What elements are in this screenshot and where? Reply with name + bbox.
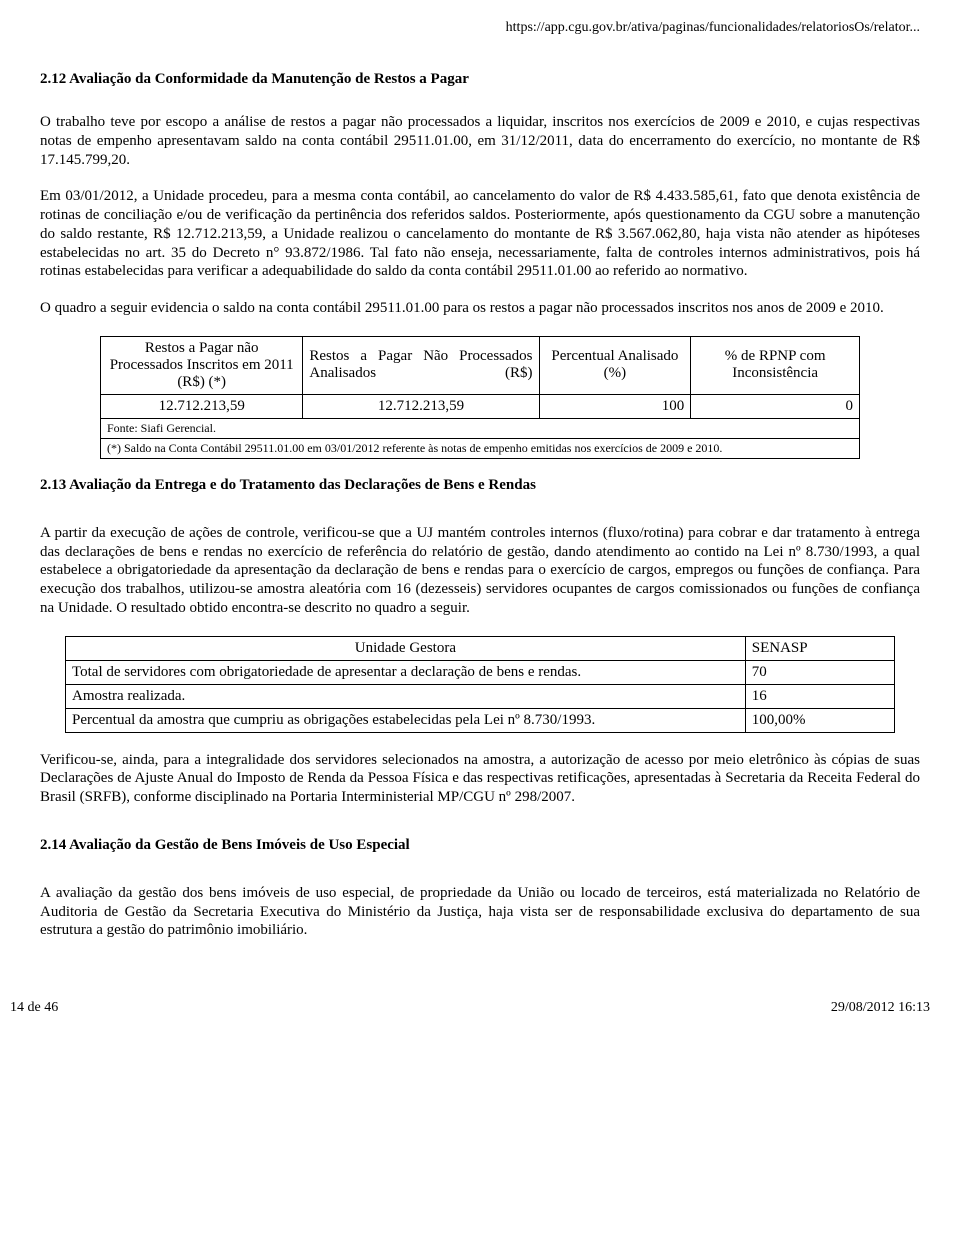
col-header-analisados: Restos a Pagar Não Processados Analisado…: [303, 336, 539, 394]
col-header-inconsistencia: % de RPNP com Inconsistência: [691, 336, 860, 394]
cell-percentual: 100: [539, 394, 691, 418]
table-row: Percentual da amostra que cumpriu as obr…: [66, 708, 895, 732]
col-header-percentual: Percentual Analisado (%): [539, 336, 691, 394]
section-2-12-title: 2.12 Avaliação da Conformidade da Manute…: [40, 71, 920, 88]
cell-senasp: SENASP: [745, 636, 894, 660]
cell-amostra-value: 16: [745, 684, 894, 708]
cell-percentual-cumpriu-label: Percentual da amostra que cumpriu as obr…: [66, 708, 746, 732]
cell-analisados: 12.712.213,59: [303, 394, 539, 418]
page-number: 14 de 46: [10, 1000, 58, 1016]
page-footer: 14 de 46 29/08/2012 16:13: [10, 1000, 930, 1016]
section-2-14-paragraph-1: A avaliação da gestão dos bens imóveis d…: [40, 884, 920, 940]
cell-percentual-cumpriu-value: 100,00%: [745, 708, 894, 732]
table-row: Amostra realizada. 16: [66, 684, 895, 708]
section-2-12-paragraph-2: Em 03/01/2012, a Unidade procedeu, para …: [40, 187, 920, 281]
restos-a-pagar-table: Restos a Pagar não Processados Inscritos…: [100, 336, 860, 459]
paragraph-verificou-se: Verificou-se, ainda, para a integralidad…: [40, 751, 920, 807]
cell-total-servidores-value: 70: [745, 660, 894, 684]
unidade-gestora-table: Unidade Gestora SENASP Total de servidor…: [65, 636, 895, 733]
page-timestamp: 29/08/2012 16:13: [831, 1000, 930, 1016]
table-data-row: 12.712.213,59 12.712.213,59 100 0: [101, 394, 860, 418]
section-2-14-title: 2.14 Avaliação da Gestão de Bens Imóveis…: [40, 837, 920, 854]
page-url-header: https://app.cgu.gov.br/ativa/paginas/fun…: [40, 20, 920, 36]
cell-amostra-label: Amostra realizada.: [66, 684, 746, 708]
footnote-fonte: Fonte: Siafi Gerencial.: [101, 418, 860, 438]
table-row: Total de servidores com obrigatoriedade …: [66, 660, 895, 684]
footnote-saldo: (*) Saldo na Conta Contábil 29511.01.00 …: [101, 438, 860, 458]
cell-inconsistencia: 0: [691, 394, 860, 418]
table-footnote-row-1: Fonte: Siafi Gerencial.: [101, 418, 860, 438]
col-header-inscritos: Restos a Pagar não Processados Inscritos…: [101, 336, 303, 394]
cell-total-servidores-label: Total de servidores com obrigatoriedade …: [66, 660, 746, 684]
table-row: Unidade Gestora SENASP: [66, 636, 895, 660]
section-2-12-paragraph-1: O trabalho teve por escopo a análise de …: [40, 113, 920, 169]
section-2-13-paragraph-1: A partir da execução de ações de control…: [40, 524, 920, 618]
table-footnote-row-2: (*) Saldo na Conta Contábil 29511.01.00 …: [101, 438, 860, 458]
section-2-13-title: 2.13 Avaliação da Entrega e do Tratament…: [40, 477, 920, 494]
cell-inscritos: 12.712.213,59: [101, 394, 303, 418]
table-header-row: Restos a Pagar não Processados Inscritos…: [101, 336, 860, 394]
section-2-12-paragraph-3: O quadro a seguir evidencia o saldo na c…: [40, 299, 920, 318]
cell-unidade-gestora-label: Unidade Gestora: [66, 636, 746, 660]
